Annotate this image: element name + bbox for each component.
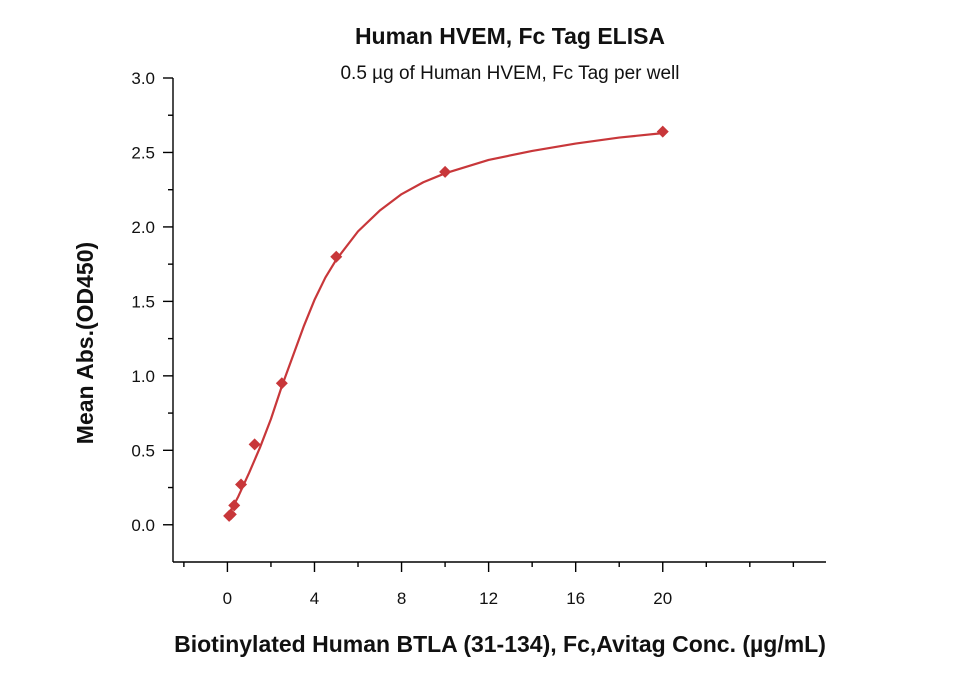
data-point (235, 478, 248, 491)
y-tick-label: 2.0 (131, 218, 155, 237)
y-tick-label: 0.5 (131, 441, 155, 460)
x-tick-label: 8 (397, 589, 406, 608)
y-tick-label: 2.5 (131, 143, 155, 162)
y-tick-label: 1.0 (131, 367, 155, 386)
x-tick-label: 16 (566, 589, 585, 608)
data-point (228, 499, 241, 512)
y-tick-label: 1.5 (131, 292, 155, 311)
data-point (224, 508, 237, 521)
data-point (439, 165, 452, 178)
data-point (656, 125, 669, 138)
x-tick-label: 20 (653, 589, 672, 608)
chart-subtitle: 0.5 µg of Human HVEM, Fc Tag per well (340, 63, 679, 84)
data-points-layer (223, 125, 669, 522)
y-axis-title: Mean Abs.(OD450) (72, 242, 98, 444)
ticks: 0.0 0.5 1.0 1.5 2.0 2.5 3.0 0 4 8 12 16 20 (131, 69, 795, 608)
data-point (275, 377, 288, 390)
y-tick-label: 0.0 (131, 516, 155, 535)
y-tick-label: 3.0 (131, 69, 155, 88)
x-tick-label: 0 (223, 589, 232, 608)
fit-curve (226, 132, 663, 517)
x-axis-title: Biotinylated Human BTLA (31-134), Fc,Avi… (174, 631, 826, 657)
data-point (330, 250, 343, 263)
chart-title: Human HVEM, Fc Tag ELISA (355, 23, 665, 49)
axes (172, 78, 826, 563)
data-point (248, 438, 261, 451)
fit-curve-layer (226, 132, 663, 517)
x-tick-label: 12 (479, 589, 498, 608)
x-tick-label: 4 (310, 589, 319, 608)
